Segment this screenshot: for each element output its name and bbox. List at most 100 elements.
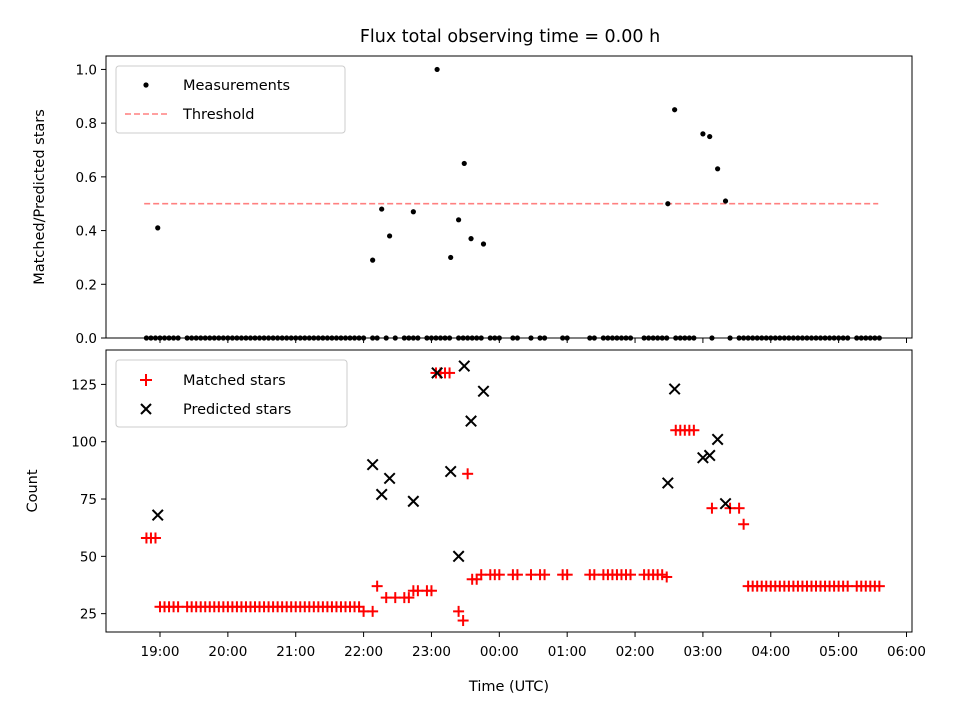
matched-star-point (661, 571, 673, 583)
x-tick-label: 03:00 (683, 644, 722, 660)
matched-star-point (462, 468, 474, 480)
measurement-point (722, 198, 729, 204)
matched-star-point (371, 580, 383, 592)
top-y-tick-label: 0.4 (76, 224, 97, 240)
matched-star-point (444, 367, 456, 379)
predicted-star-point (375, 488, 388, 501)
x-tick-label: 05:00 (819, 644, 858, 660)
count-points-layer (140, 360, 885, 627)
top-x-axis (159, 338, 907, 343)
x-tick-label: 21:00 (276, 644, 315, 660)
x-tick-label: 04:00 (751, 644, 790, 660)
bottom-plot-frame (105, 349, 913, 633)
predicted-star-point (477, 385, 490, 398)
measurement-point (707, 133, 713, 140)
legend-threshold-label: Threshold (182, 107, 254, 123)
predicted-star-point (465, 415, 477, 427)
x-tick-label: 02:00 (616, 644, 655, 660)
top-y-tick-label: 0.0 (76, 331, 97, 347)
bottom-y-tick-label: 50 (80, 549, 97, 565)
matched-star-point (733, 502, 745, 514)
x-tick-label: 20:00 (208, 644, 247, 660)
top-y-tick-label: 0.6 (76, 170, 97, 186)
legend-predicted-marker (140, 403, 152, 415)
top-y-tick-label: 0.2 (76, 277, 97, 293)
matched-star-point (539, 569, 551, 581)
measurement-point (410, 209, 416, 215)
measurement-point (456, 217, 462, 223)
top-panel: 0.0 0.2 0.4 0.6 0.8 1.0 Matched/Predicted sta… (32, 55, 913, 347)
measurement-point (448, 254, 454, 261)
legend-measurements-label: Measurements (183, 78, 290, 94)
measurement-point (468, 236, 474, 242)
measurement-point (379, 206, 385, 212)
top-y-axis-label: Matched/Predicted stars (32, 109, 48, 285)
bottom-y-tick-label: 25 (80, 607, 97, 623)
measurement-point (387, 233, 393, 239)
x-tick-label: 23:00 (412, 644, 451, 660)
predicted-star-point (407, 495, 420, 508)
matched-star-point (688, 424, 700, 436)
bottom-legend: Matched stars Predicted stars (115, 359, 348, 428)
x-tick-label: 19:00 (141, 644, 180, 660)
predicted-star-point (458, 360, 471, 372)
measurement-point (370, 257, 376, 263)
legend-matched-marker (140, 374, 152, 386)
legend-matched-label: Matched stars (183, 373, 286, 389)
measurement-point (434, 66, 440, 73)
measurement-point (665, 201, 671, 207)
matched-star-point (453, 605, 465, 617)
matched-star-point (625, 569, 637, 581)
measurement-point (461, 160, 467, 167)
measurement-point (715, 166, 721, 172)
predicted-star-point (661, 477, 674, 489)
legend-predicted-label: Predicted stars (183, 402, 291, 418)
legend-measurements-marker (143, 82, 149, 88)
predicted-star-point (431, 367, 444, 379)
measurement-point (672, 107, 678, 113)
matched-star-point (149, 532, 161, 544)
top-plot-frame (105, 55, 913, 339)
measurement-point (480, 241, 487, 247)
bottom-y-tick-label: 125 (71, 377, 97, 393)
predicted-star-point (719, 497, 732, 510)
matched-star-point (403, 592, 415, 604)
matched-star-point (873, 580, 885, 592)
predicted-star-point (668, 383, 681, 395)
x-tick-label: 01:00 (548, 644, 587, 660)
matched-star-point (493, 569, 505, 581)
top-legend-box (115, 65, 346, 134)
top-y-tick-label: 0.8 (76, 116, 97, 132)
x-tick-label: 00:00 (480, 644, 519, 660)
bottom-panel: 25 50 75 100 125 19:00 20:00 21:00 22:00 23:00 00… (25, 349, 926, 695)
matched-star-point (561, 569, 573, 581)
matched-star-point (367, 605, 379, 617)
matched-star-point (738, 518, 750, 530)
chart-title: Flux total observing time = 0.00 h (360, 27, 660, 47)
x-tick-label: 22:00 (344, 644, 383, 660)
matched-star-point (425, 585, 437, 597)
bottom-legend-box (115, 359, 348, 428)
predicted-star-point (383, 472, 396, 485)
x-axis-label: Time (UTC) (468, 679, 549, 695)
measurement-point (155, 225, 161, 231)
bottom-y-tick-label: 100 (71, 435, 97, 451)
matched-star-point (457, 615, 469, 627)
bottom-y-tick-label: 75 (80, 492, 97, 508)
bottom-y-axis-label: Count (25, 469, 41, 512)
matched-star-point (511, 569, 523, 581)
measurement-point (700, 131, 706, 137)
bottom-x-axis: 19:00 20:00 21:00 22:00 23:00 00:00 01:00 02:00… (141, 632, 926, 660)
predicted-star-point (366, 458, 379, 471)
predicted-star-point (697, 451, 709, 464)
top-y-axis: 0.0 0.2 0.4 0.6 0.8 1.0 (76, 62, 106, 347)
top-legend: Measurements Threshold (115, 65, 346, 134)
matched-star-point (706, 502, 718, 514)
x-tick-label: 06:00 (887, 644, 926, 660)
predicted-star-point (151, 509, 164, 521)
predicted-star-point (452, 550, 465, 563)
predicted-star-point (703, 449, 716, 462)
predicted-star-point (711, 433, 724, 446)
predicted-star-point (444, 465, 457, 478)
